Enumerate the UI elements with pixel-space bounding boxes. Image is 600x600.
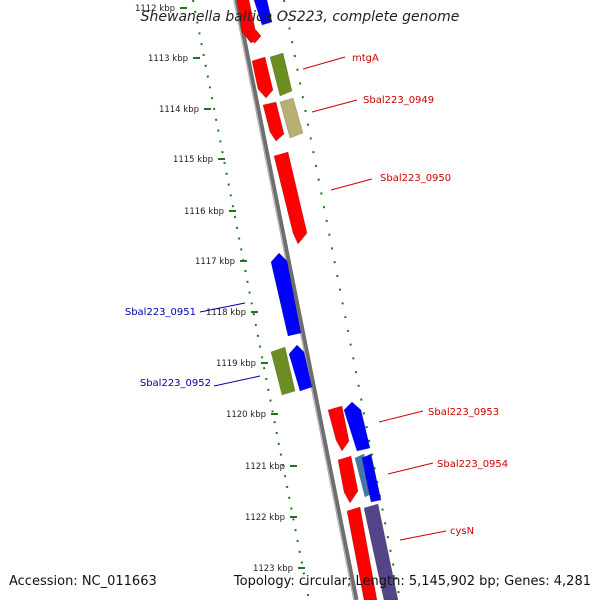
gene-feature-arrow[interactable] bbox=[327, 405, 350, 452]
ruler-tick-label: 1123 kbp bbox=[253, 564, 293, 574]
gene-feature-arrow[interactable] bbox=[346, 506, 378, 600]
ruler-tick-label: 1120 kbp bbox=[226, 410, 266, 420]
gene-label-leader bbox=[330, 178, 373, 191]
ruler-tick-label: 1112 kbp bbox=[135, 4, 175, 14]
gene-label[interactable]: Sbal223_0952 bbox=[140, 378, 211, 389]
gene-feature-arrow[interactable] bbox=[270, 346, 296, 396]
gene-feature-arrow[interactable] bbox=[246, 29, 262, 44]
gene-feature-arrow[interactable] bbox=[279, 97, 304, 139]
topology-text: Topology: circular; Length: 5,145,902 bp… bbox=[233, 574, 591, 589]
accession-text: Accession: NC_011663 bbox=[9, 574, 157, 589]
gene-feature-arrow[interactable] bbox=[273, 151, 308, 245]
gene-label-leader bbox=[213, 375, 261, 387]
ruler-tick-label: 1117 kbp bbox=[195, 257, 235, 267]
gene-feature-arrow[interactable] bbox=[270, 252, 302, 337]
ruler-tick-label: 1119 kbp bbox=[216, 359, 256, 369]
gene-label[interactable]: mtgA bbox=[352, 53, 379, 64]
ruler-tick-label: 1116 kbp bbox=[184, 207, 224, 217]
map-title: Shewanella baltica OS223, complete genom… bbox=[140, 9, 460, 25]
ruler-tick-label: 1121 kbp bbox=[245, 462, 285, 472]
gene-label-leader bbox=[387, 462, 434, 475]
gene-feature-arrow[interactable] bbox=[269, 52, 293, 97]
gene-label[interactable]: cysN bbox=[450, 526, 474, 537]
gene-label[interactable]: Sbal223_0949 bbox=[363, 95, 434, 106]
gene-feature-arrow[interactable] bbox=[253, 0, 273, 26]
gene-label-leader bbox=[199, 302, 246, 313]
genome-backbone bbox=[233, 0, 359, 600]
gene-label-leader bbox=[302, 56, 346, 70]
gene-feature-arrow[interactable] bbox=[288, 344, 313, 392]
ruler-tick-label: 1114 kbp bbox=[159, 105, 199, 115]
gene-feature-arrow[interactable] bbox=[337, 455, 359, 504]
gene-label-leader bbox=[399, 530, 447, 541]
gene-label[interactable]: Sbal223_0950 bbox=[380, 173, 451, 184]
gene-label-leader bbox=[311, 99, 358, 113]
ruler-tick-label: 1118 kbp bbox=[206, 308, 246, 318]
ruler-tick-label: 1115 kbp bbox=[173, 155, 213, 165]
ruler-tick-label: 1122 kbp bbox=[245, 513, 285, 523]
ruler-tick-label: 1113 kbp bbox=[148, 54, 188, 64]
gene-label[interactable]: Sbal223_0954 bbox=[437, 459, 508, 470]
gene-feature-arrow[interactable] bbox=[361, 453, 382, 503]
gene-feature-arrow[interactable] bbox=[363, 503, 399, 600]
ruler-outer-dots bbox=[283, 0, 401, 600]
gene-label[interactable]: Sbal223_0951 bbox=[125, 307, 196, 318]
gene-feature-arrow[interactable] bbox=[343, 401, 371, 452]
gene-label-leader bbox=[378, 410, 424, 423]
gene-feature-arrow[interactable] bbox=[262, 101, 285, 142]
gene-feature-arrow[interactable] bbox=[251, 56, 274, 99]
gene-label[interactable]: Sbal223_0953 bbox=[428, 407, 499, 418]
